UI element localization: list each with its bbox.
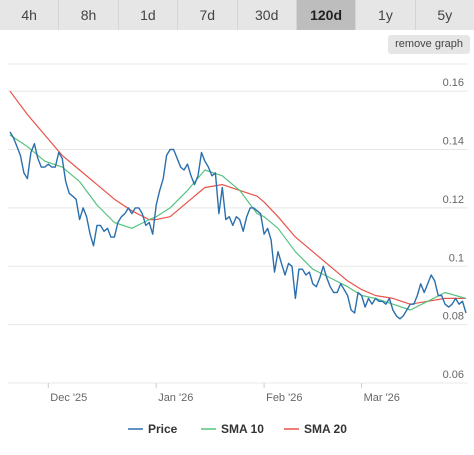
range-1y-button[interactable]: 1y: [356, 0, 416, 30]
legend-label: SMA 20: [304, 422, 347, 436]
range-8h-button[interactable]: 8h: [59, 0, 119, 30]
range-7d-button[interactable]: 7d: [178, 0, 238, 30]
legend-item-price[interactable]: Price: [128, 422, 178, 436]
x-tick-label: Dec '25: [50, 392, 87, 404]
y-tick-label: 0.1: [449, 252, 464, 264]
x-tick-label: Mar '26: [364, 392, 400, 404]
gridlines: [8, 63, 468, 388]
price-series-line: [9, 131, 467, 320]
range-1d-button[interactable]: 1d: [118, 0, 179, 30]
chart-legend: Price SMA 10 SMA 20: [128, 422, 347, 436]
range-120d-button[interactable]: 120d: [296, 0, 357, 30]
sma10-series-line: [9, 134, 467, 311]
y-tick-label: 0.08: [443, 311, 464, 323]
sma20-series-line: [9, 90, 466, 305]
y-tick-label: 0.12: [443, 194, 464, 206]
legend-item-sma10[interactable]: SMA 10: [201, 422, 264, 436]
range-4h-button[interactable]: 4h: [0, 0, 60, 30]
legend-item-sma20[interactable]: SMA 20: [284, 422, 347, 436]
time-range-selector: 4h 8h 1d 7d 30d 120d 1y 5y: [0, 0, 474, 30]
range-30d-button[interactable]: 30d: [237, 0, 297, 30]
legend-label: SMA 10: [221, 422, 264, 436]
y-tick-label: 0.06: [443, 369, 464, 381]
range-5y-button[interactable]: 5y: [415, 0, 474, 30]
x-axis-tick-labels: Dec '25 Jan '26 Feb '26 Mar '26: [50, 392, 400, 404]
legend-label: Price: [148, 422, 178, 436]
series-lines: [9, 90, 467, 320]
y-axis-tick-labels: 0.06 0.08 0.1 0.12 0.14 0.16: [443, 77, 464, 381]
remove-graph-button[interactable]: remove graph: [388, 35, 470, 54]
y-tick-label: 0.14: [443, 136, 464, 148]
y-tick-label: 0.16: [443, 77, 464, 89]
x-tick-label: Jan '26: [158, 392, 193, 404]
x-tick-label: Feb '26: [266, 392, 302, 404]
